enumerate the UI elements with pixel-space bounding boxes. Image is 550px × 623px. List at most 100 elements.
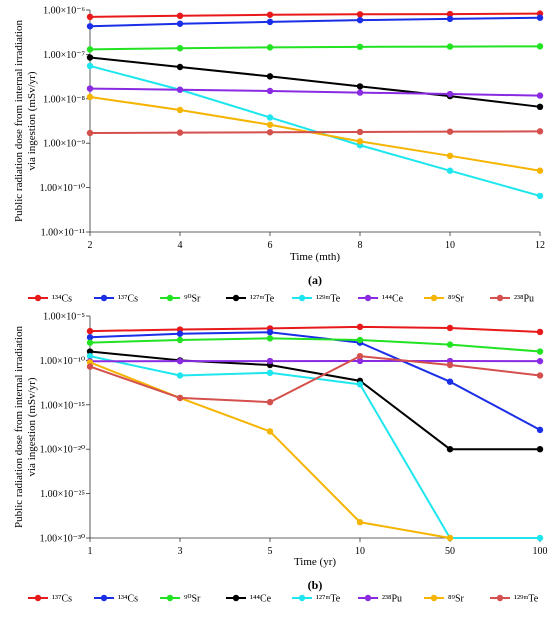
legend-label: ²³⁸Pu: [382, 594, 402, 605]
data-point: [176, 357, 184, 365]
x-tick-label: 2: [88, 240, 93, 251]
y-tick-label: 1.00×10⁻¹⁵: [40, 400, 85, 411]
legend-swatch-marker: [298, 594, 306, 602]
legend-label: ¹²⁷ᵐTe: [250, 294, 275, 305]
legend-swatch-marker: [34, 594, 42, 602]
y-axis-title: Public radiation dose from internal irra…: [13, 326, 25, 528]
data-point: [266, 335, 274, 342]
y-axis-title: via ingestion (mSv/yr): [26, 377, 38, 476]
legend-label: ¹⁴⁴Ce: [250, 594, 272, 605]
data-point: [356, 323, 364, 331]
x-tick-label: 5: [268, 546, 273, 557]
y-tick-label: 1.00×10⁻⁶: [43, 6, 85, 17]
data-point: [176, 106, 184, 114]
data-point: [536, 357, 544, 365]
data-point: [176, 20, 184, 27]
chart-panel-a: 1.00×10⁻¹¹ 1.00×10⁻¹⁰ 1.00×10⁻⁹ 1.00×10⁻⁸ 1.…: [13, 6, 545, 305]
x-tick-label: 10: [445, 240, 455, 251]
data-point: [356, 519, 364, 526]
data-point: [176, 129, 184, 136]
data-point: [86, 339, 94, 346]
legend-label: ¹³⁴Cs: [118, 594, 138, 605]
legend-label: ¹³⁷Cs: [118, 294, 138, 305]
legend-swatch-marker: [364, 294, 372, 302]
series-line: [89, 337, 541, 353]
data-point: [356, 138, 364, 145]
series-line: [89, 87, 541, 97]
x-axis-title: Time (yr): [294, 556, 336, 568]
data-point: [536, 43, 544, 50]
data-point: [446, 378, 454, 385]
data-point: [356, 381, 364, 388]
data-point: [266, 357, 274, 365]
legend-label: ²³⁸Pu: [514, 294, 534, 305]
x-tick-label: 12: [535, 240, 545, 251]
data-point: [86, 348, 94, 355]
data-point: [266, 398, 274, 406]
chart-panel-b: 1.00×10⁻³⁰ 1.00×10⁻²⁵ 1.00×10⁻²⁰ 1.00×10⁻¹⁵…: [13, 312, 548, 605]
legend-label: ¹²⁹ᵐTe: [514, 594, 539, 605]
data-point: [266, 87, 274, 95]
legend-label: ¹²⁹ᵐTe: [316, 294, 341, 305]
series-line: [89, 325, 541, 333]
data-point: [86, 129, 94, 137]
legend-swatch-marker: [364, 594, 372, 602]
data-point: [536, 348, 544, 355]
data-point: [266, 328, 274, 336]
legend-swatch-marker: [232, 294, 240, 302]
data-point: [356, 16, 364, 24]
y-axis-title: via ingestion (mSv/yr): [26, 71, 38, 170]
data-point: [446, 10, 454, 18]
legend-label: ¹⁴⁴Ce: [382, 294, 404, 305]
series-line: [89, 16, 541, 28]
legend-swatch-marker: [430, 294, 438, 302]
legend-label: ¹³⁴Cs: [52, 294, 72, 305]
data-point: [86, 54, 94, 61]
data-point: [536, 192, 544, 200]
legend-swatch-marker: [430, 594, 438, 602]
data-point: [266, 44, 274, 51]
legend-label: ⁹⁰Sr: [184, 294, 201, 305]
x-tick-label: 50: [445, 546, 455, 557]
legend-label: ⁸⁹Sr: [448, 594, 465, 605]
data-point: [266, 73, 274, 80]
data-point: [536, 426, 544, 434]
series-line: [89, 355, 541, 404]
x-tick-label: 10: [355, 546, 365, 557]
data-point: [176, 44, 184, 52]
data-point: [266, 428, 274, 435]
legend-swatch-marker: [34, 294, 42, 302]
data-point: [356, 83, 364, 90]
x-tick-label: 4: [178, 240, 183, 251]
legend-label: ⁹⁰Sr: [184, 594, 201, 605]
data-point: [446, 446, 454, 453]
y-tick-label: 1.00×10⁻⁹: [43, 139, 85, 150]
data-point: [266, 114, 274, 121]
series-line: [89, 350, 540, 451]
series-line: [89, 355, 540, 539]
series-line: [89, 12, 541, 18]
series-line: [89, 361, 451, 539]
data-point: [536, 92, 544, 99]
data-point: [356, 336, 364, 344]
series-line: [89, 95, 541, 172]
data-point: [86, 46, 94, 53]
data-point: [86, 363, 94, 370]
data-point: [176, 394, 184, 402]
data-point: [446, 128, 454, 135]
series-line: [89, 45, 541, 51]
series-line: [89, 56, 541, 108]
x-tick-label: 8: [358, 240, 363, 251]
y-tick-label: 1.00×10⁻²⁰: [40, 445, 85, 456]
y-tick-label: 1.00×10⁻⁷: [43, 50, 85, 61]
data-point: [86, 352, 94, 360]
y-tick-label: 1.00×10⁻¹¹: [41, 228, 85, 239]
x-tick-label: 3: [178, 546, 183, 557]
data-point: [356, 43, 364, 51]
data-point: [536, 128, 544, 135]
data-point: [86, 334, 94, 341]
data-point: [86, 327, 94, 335]
legend-swatch-marker: [166, 294, 174, 302]
data-point: [176, 86, 184, 93]
data-point: [356, 352, 364, 360]
